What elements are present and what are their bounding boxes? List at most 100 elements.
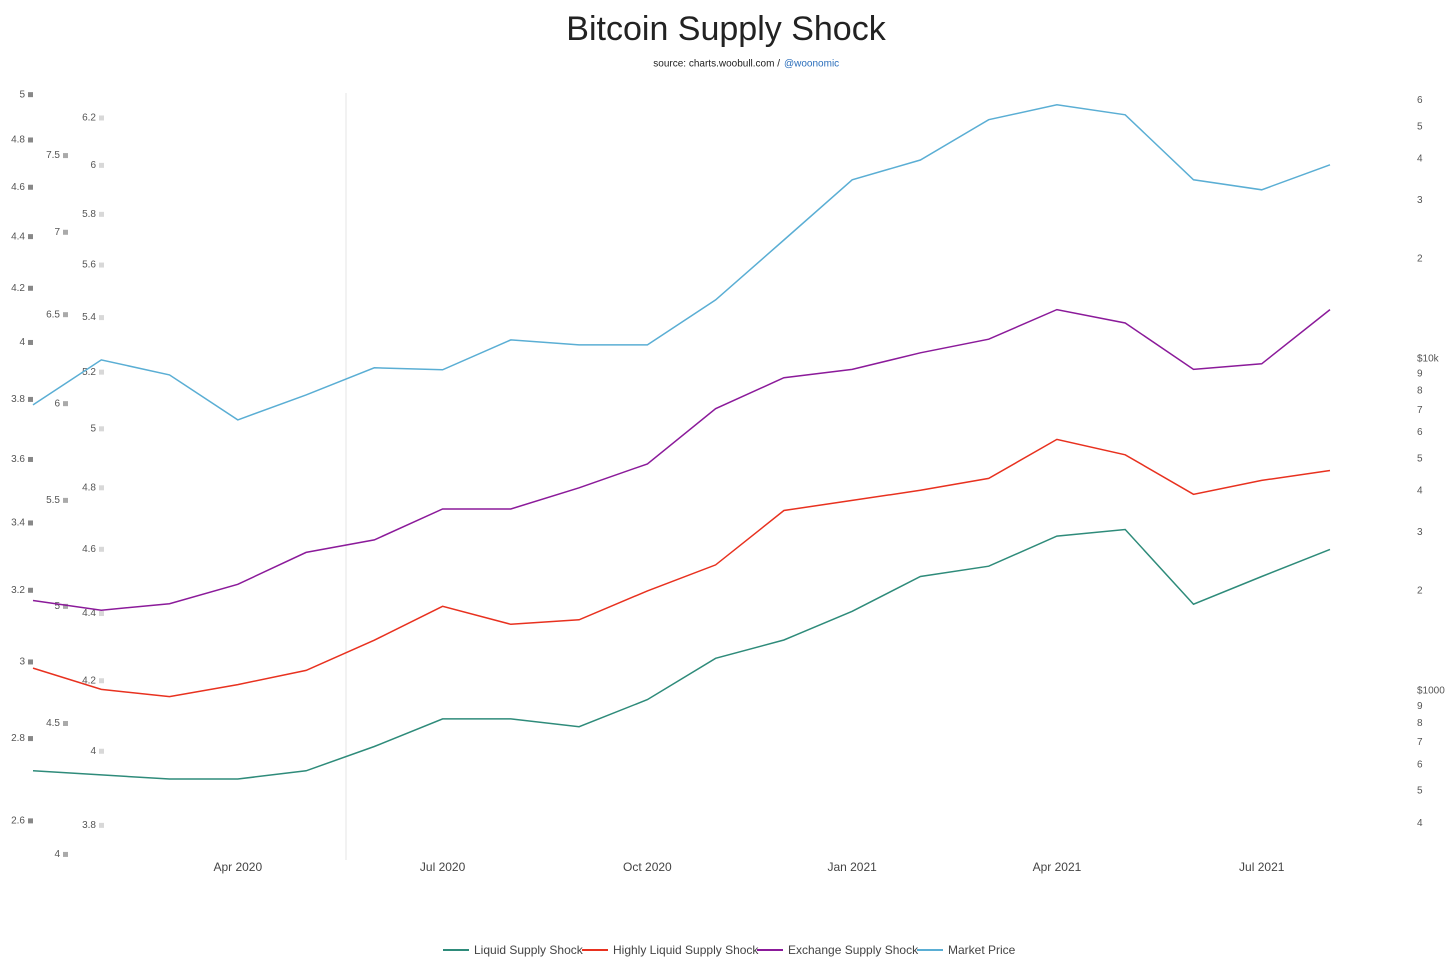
series-line	[32, 438, 1331, 698]
x-tick-label: Jul 2021	[1239, 860, 1285, 874]
y-tick-label: 7	[54, 227, 60, 238]
y-tick-mark	[28, 736, 33, 742]
y-tick-mark	[28, 587, 33, 593]
y-tick-mark	[28, 339, 33, 345]
y-tick-label: 2	[1417, 586, 1423, 597]
y-tick-label: 3.8	[82, 820, 96, 831]
y-tick-mark	[99, 822, 104, 828]
y-tick-label: 3	[19, 657, 25, 668]
y-tick-label: 2.8	[11, 733, 25, 744]
y-tick-mark	[28, 234, 33, 240]
y-tick-label: 3	[1417, 195, 1423, 206]
y-tick-label: 4	[90, 746, 96, 757]
y-tick-label: 4.6	[11, 182, 25, 193]
y-tick-mark	[99, 611, 104, 617]
y-tick-label: 2	[1417, 254, 1423, 265]
y-tick-label: 4	[1417, 818, 1423, 829]
y-tick-label: 4	[1417, 486, 1423, 497]
y-tick-label: 6	[1417, 95, 1423, 106]
x-tick-label: Jul 2020	[420, 860, 466, 874]
y-tick-mark	[63, 229, 68, 235]
y-tick-label: 4.4	[11, 231, 25, 242]
legend-label[interactable]: Exchange Supply Shock	[788, 943, 919, 957]
y-tick-label: 4.6	[82, 544, 96, 555]
y-tick-label: 4.8	[82, 482, 96, 493]
y-tick-mark	[28, 184, 33, 190]
y-tick-label: 5.8	[82, 209, 96, 220]
y-tick-mark	[99, 211, 104, 217]
y-tick-label: 5.5	[46, 495, 60, 506]
y-tick-label: 6.2	[82, 113, 96, 124]
subtitle-link[interactable]: @woonomic	[784, 59, 839, 70]
y-tick-mark	[28, 92, 33, 98]
y-tick-mark	[99, 369, 104, 375]
y-tick-label: 3.6	[11, 454, 25, 465]
y-tick-label: 4.5	[46, 718, 60, 729]
y-tick-label: 4	[1417, 154, 1423, 165]
series-line	[32, 308, 1331, 611]
y-tick-mark	[63, 720, 68, 726]
y-tick-mark	[28, 456, 33, 462]
y-tick-mark	[99, 546, 104, 552]
y-tick-mark	[63, 401, 68, 407]
y-tick-label: 4	[19, 337, 25, 348]
y-tick-label: 4	[54, 849, 60, 860]
y-tick-label: 5	[1417, 121, 1423, 132]
y-tick-mark	[99, 678, 104, 684]
y-tick-label: 5	[54, 601, 60, 612]
y-tick-mark	[63, 603, 68, 609]
y-tick-label: 5	[90, 423, 96, 434]
chart-subtitle: source: charts.woobull.com /	[653, 59, 780, 70]
y-tick-mark	[63, 312, 68, 318]
series-line	[32, 104, 1331, 421]
y-tick-mark	[28, 137, 33, 143]
y-tick-label: 4.4	[82, 608, 96, 619]
y-tick-label: 6	[1417, 759, 1423, 770]
y-tick-label: 3	[1417, 527, 1423, 538]
y-tick-mark	[99, 262, 104, 268]
y-tick-label: 9	[1417, 701, 1423, 712]
y-tick-label: 6.5	[46, 309, 60, 320]
y-tick-mark	[99, 485, 104, 491]
y-tick-label: 3.2	[11, 585, 25, 596]
y-tick-label: $1000	[1417, 686, 1445, 697]
x-tick-label: Jan 2021	[827, 860, 877, 874]
y-tick-mark	[28, 818, 33, 824]
y-tick-label: $10k	[1417, 354, 1440, 365]
y-tick-mark	[28, 396, 33, 402]
legend-label[interactable]: Market Price	[948, 943, 1016, 957]
y-tick-mark	[63, 497, 68, 503]
y-tick-label: 2.6	[11, 816, 25, 827]
x-tick-label: Oct 2020	[623, 860, 672, 874]
y-tick-label: 6	[54, 398, 60, 409]
y-tick-mark	[99, 426, 104, 432]
legend-label[interactable]: Highly Liquid Supply Shock	[613, 943, 759, 957]
y-tick-label: 4.2	[11, 283, 25, 294]
y-tick-mark	[28, 520, 33, 526]
y-tick-label: 5.2	[82, 367, 96, 378]
y-tick-mark	[63, 153, 68, 159]
y-tick-mark	[63, 851, 68, 857]
y-tick-label: 6	[90, 160, 96, 171]
y-tick-label: 8	[1417, 386, 1423, 397]
y-tick-label: 5	[1417, 786, 1423, 797]
y-tick-label: 8	[1417, 718, 1423, 729]
y-tick-label: 5	[1417, 454, 1423, 465]
y-tick-label: 4.8	[11, 135, 25, 146]
y-tick-label: 5.6	[82, 260, 96, 271]
x-tick-label: Apr 2021	[1033, 860, 1082, 874]
y-tick-mark	[99, 315, 104, 321]
series-line	[32, 528, 1331, 780]
x-tick-label: Apr 2020	[213, 860, 262, 874]
y-tick-label: 7.5	[46, 150, 60, 161]
y-tick-label: 4.2	[82, 675, 96, 686]
y-tick-label: 3.4	[11, 518, 25, 529]
legend-label[interactable]: Liquid Supply Shock	[474, 943, 584, 957]
y-tick-mark	[99, 115, 104, 121]
y-tick-mark	[28, 285, 33, 291]
y-tick-mark	[99, 748, 104, 754]
y-tick-label: 5	[19, 89, 25, 100]
y-tick-mark	[28, 659, 33, 665]
y-tick-label: 7	[1417, 737, 1423, 748]
y-tick-label: 9	[1417, 369, 1423, 380]
